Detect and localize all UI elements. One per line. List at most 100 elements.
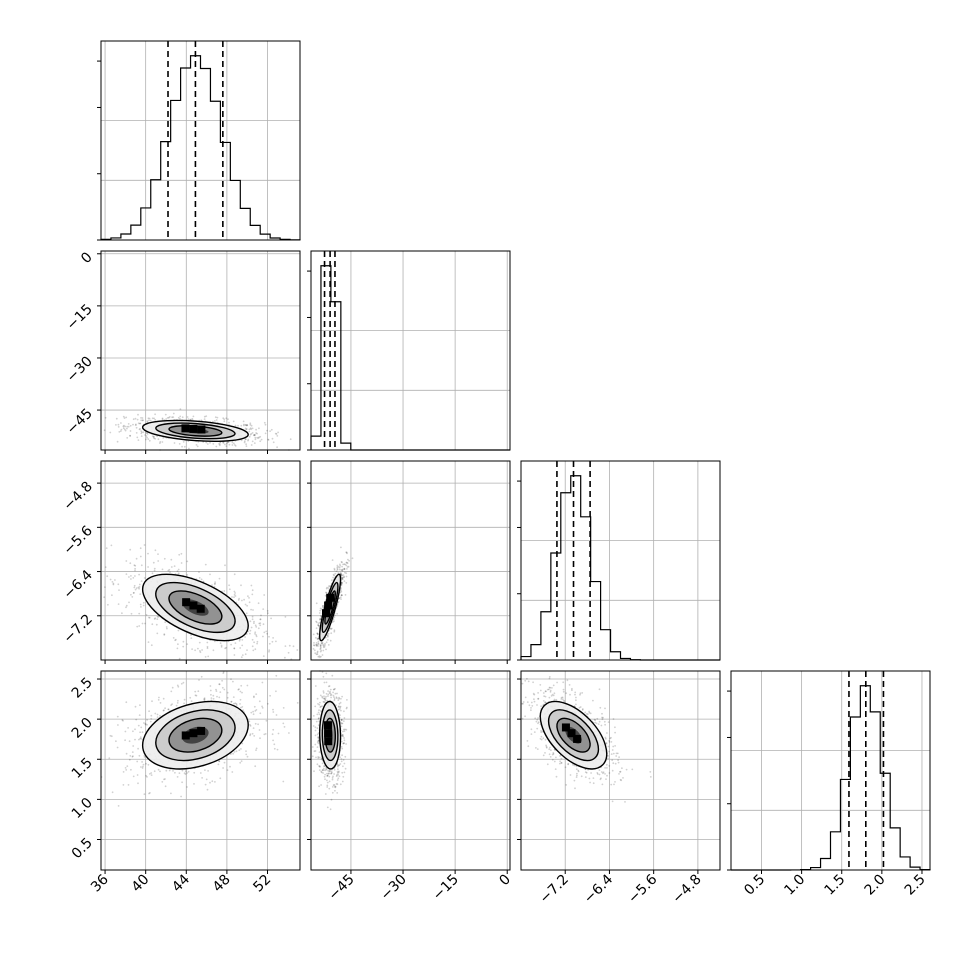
scatter-point	[332, 573, 335, 576]
scatter-point	[253, 442, 256, 444]
scatter-point	[115, 417, 118, 420]
scatter-point	[171, 703, 174, 705]
scatter-point	[340, 725, 343, 728]
scatter-point	[221, 686, 224, 689]
scatter-point	[341, 581, 344, 584]
scatter-point	[337, 572, 340, 574]
scatter-point	[225, 417, 228, 420]
scatter-point	[253, 434, 255, 437]
scatter-point	[228, 588, 231, 591]
scatter-point	[269, 430, 271, 432]
scatter-point	[337, 566, 340, 568]
scatter-point	[146, 723, 148, 726]
scatter-point	[241, 639, 244, 641]
scatter-point	[234, 595, 237, 597]
scatter-point	[341, 569, 343, 571]
scatter-point	[140, 435, 143, 437]
scatter-point	[211, 780, 214, 783]
scatter-point	[321, 762, 324, 765]
scatter-point	[317, 645, 319, 647]
scatter-point	[146, 432, 148, 435]
scatter-point	[255, 749, 257, 751]
scatter-point	[317, 711, 320, 714]
scatter-point	[255, 747, 258, 750]
scatter-point	[606, 732, 608, 734]
scatter-point	[569, 693, 571, 696]
scatter-point	[615, 755, 618, 757]
scatter-point	[322, 767, 325, 770]
scatter-point	[233, 596, 235, 599]
scatter-point	[341, 594, 343, 596]
scatter-point	[200, 675, 203, 678]
scatter-point	[315, 627, 318, 630]
scatter-point	[340, 569, 343, 571]
scatter-point	[337, 768, 339, 771]
scatter-point	[230, 643, 233, 646]
scatter-point	[141, 731, 144, 734]
scatter-point	[241, 654, 244, 656]
scatter-point	[319, 644, 322, 647]
scatter-point	[326, 775, 329, 777]
scatter-point	[120, 422, 122, 424]
scatter-point	[129, 434, 131, 437]
scatter-point	[331, 579, 333, 581]
scatter-point	[141, 761, 144, 763]
scatter-point	[334, 572, 337, 575]
scatter-point	[177, 568, 180, 571]
scatter-point	[275, 674, 278, 677]
scatter-point	[345, 551, 348, 554]
scatter-point	[562, 690, 565, 693]
scatter-point	[146, 719, 149, 721]
scatter-point	[181, 445, 184, 448]
scatter-point	[250, 428, 253, 431]
panel-frame	[100, 250, 301, 451]
scatter-point	[228, 443, 231, 446]
scatter-point	[580, 775, 583, 778]
scatter-point	[186, 772, 189, 774]
scatter-point	[204, 563, 207, 566]
scatter-point	[247, 595, 249, 598]
scatter-point	[319, 614, 322, 617]
scatter-point	[240, 706, 242, 709]
scatter-point	[343, 737, 345, 739]
scatter-point	[537, 717, 539, 719]
density-peak	[324, 737, 333, 746]
scatter-point	[212, 443, 215, 445]
scatter-point	[159, 702, 162, 704]
scatter-point	[597, 723, 600, 725]
scatter-point	[141, 417, 144, 419]
scatter-point	[261, 681, 264, 684]
scatter-point	[165, 626, 168, 628]
scatter-point	[191, 648, 194, 650]
scatter-point	[136, 774, 139, 776]
density-peak	[197, 425, 206, 434]
scatter-point	[276, 748, 279, 751]
scatter-point	[596, 717, 599, 720]
scatter-point	[140, 580, 143, 582]
scatter-point	[192, 415, 195, 418]
scatter-point	[186, 560, 189, 563]
scatter-point	[209, 689, 212, 692]
scatter-point	[110, 544, 113, 547]
scatter-point	[601, 712, 603, 715]
scatter-point	[125, 416, 128, 419]
y-tick-label: −7.2	[60, 611, 95, 646]
scatter-point	[267, 438, 270, 441]
scatter-point	[232, 752, 235, 755]
scatter-point	[333, 574, 336, 577]
scatter-point	[328, 780, 331, 783]
scatter-point	[187, 418, 190, 421]
scatter-point	[234, 424, 237, 427]
scatter-point	[251, 432, 254, 434]
scatter-point	[343, 717, 346, 719]
scatter-point	[335, 783, 338, 785]
scatter-point	[227, 418, 229, 421]
scatter-point	[606, 774, 608, 777]
scatter-point	[182, 681, 185, 684]
scatter-point	[142, 763, 145, 766]
scatter-point	[249, 422, 252, 425]
scatter-point	[318, 655, 321, 657]
scatter-point	[134, 417, 137, 420]
scatter-point	[316, 632, 319, 635]
scatter-point	[313, 644, 316, 647]
